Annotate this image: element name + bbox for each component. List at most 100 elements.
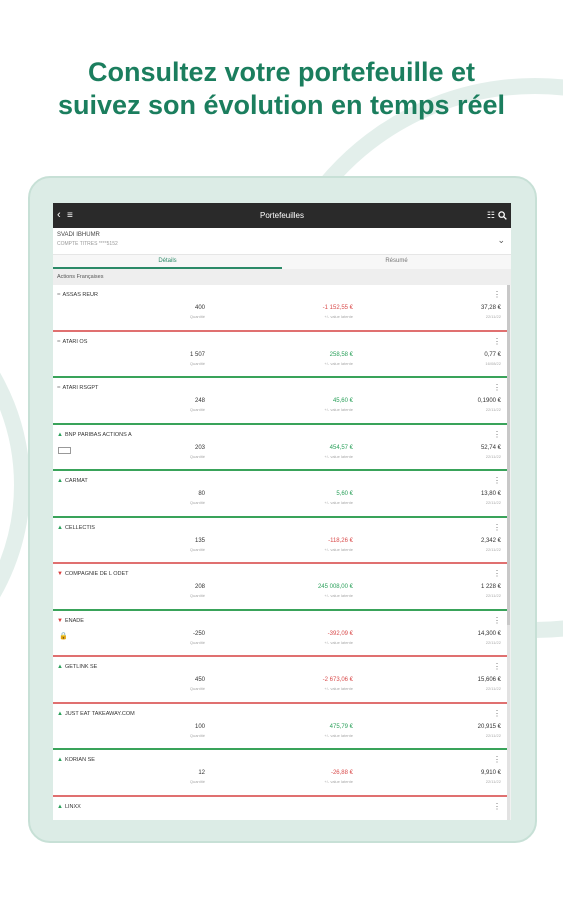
value-change-label: +/- value latente [324, 686, 353, 691]
trend-up-icon: ▲ [57, 478, 63, 484]
trend-up-icon: ▲ [57, 524, 63, 531]
top-app-bar: ‹ ≡ Portefeuilles ☷ [53, 203, 511, 228]
price-date: 22/11/22 [485, 732, 501, 738]
position-value-change: -392,09 € [327, 630, 353, 637]
position-price: 0,1900 € [477, 398, 501, 404]
value-change-label: +/- value latente [324, 546, 353, 552]
position-name-cell: ▲ CELLECTIS [57, 525, 95, 531]
quantity-label: Quantité [189, 453, 205, 459]
position-value-change: 475,79 € [329, 723, 353, 730]
position-name: JUST EAT TAKEAWAY.COM [64, 710, 135, 717]
position-row[interactable]: ▲ GETLINK SE ⋮ 450 Quantité -2 673,06 € +/- va… [53, 657, 507, 704]
tab-details[interactable]: Détails [53, 255, 282, 269]
more-options-icon[interactable]: ⋮ [493, 662, 501, 671]
position-name-cell: ▲ JUST EAT TAKEAWAY.COM [57, 711, 135, 717]
tab-summary[interactable]: Résumé [385, 258, 408, 264]
more-options-icon[interactable]: ⋮ [493, 708, 501, 718]
price-date: 22/11/22 [485, 779, 501, 784]
more-options-icon[interactable]: ⋮ [493, 429, 501, 439]
position-row[interactable]: ▼ COMPAGNIE DE L ODET ⋮ 208 Quantité 245 008,… [53, 564, 507, 611]
position-price: 20,915 € [477, 723, 501, 730]
position-row[interactable]: = ATARI OS ⋮ 1 507 Quantité 258,58 € +/- value… [53, 331, 507, 378]
value-change-label: +/- value latente [324, 639, 353, 645]
price-date: 22/11/22 [485, 500, 501, 505]
quantity-label: Quantité [189, 779, 205, 784]
more-options-icon[interactable]: ⋮ [493, 755, 501, 764]
position-name: GETLINK SE [64, 664, 98, 670]
position-quantity: 248 [194, 398, 205, 404]
more-options-icon[interactable]: ⋮ [493, 290, 501, 299]
trend-flat-icon: = [57, 385, 61, 391]
position-row[interactable]: ▼ ENADE ⋮ 🔒 -250 Quantité -392,09 € +/- value l… [53, 610, 507, 657]
more-options-icon[interactable]: ⋮ [493, 476, 501, 485]
position-value-change: -26,88 € [330, 770, 353, 776]
price-date: 22/11/22 [485, 453, 501, 459]
position-row[interactable]: = ASSAS REUR ⋮ 400 Quantité -1 152,55 € +/- va… [53, 285, 507, 332]
position-quantity: -250 [192, 630, 205, 637]
more-options-icon[interactable]: ⋮ [493, 383, 501, 392]
value-change-label: +/- value latente [324, 453, 353, 459]
trend-down-icon: ▼ [57, 571, 63, 577]
position-row[interactable]: ▲ KORIAN SE ⋮ 12 Quantité -26,88 € +/- value l… [53, 750, 507, 797]
position-row[interactable]: ▲LINXX⋮Quantité+/- value latente [53, 796, 507, 820]
account-selector[interactable]: SVADI IBHUMR COMPTE TITRES ****5152 ⌄ [53, 228, 511, 255]
more-options-icon[interactable]: ⋮ [493, 801, 501, 811]
value-change-label: +/- value latente [324, 779, 353, 784]
more-options-icon[interactable]: ⋮ [493, 615, 501, 625]
quantity-label: Quantité [189, 546, 205, 552]
position-name-cell: ▲ BNP PARIBAS ACTIONS A [57, 432, 132, 438]
value-change-label: +/- value latente [324, 407, 353, 412]
position-name-cell: ▲ KORIAN SE [57, 757, 95, 763]
app-screen: ‹ ≡ Portefeuilles ☷ SVADI IBHUMR COMPTE … [53, 203, 511, 820]
app-title: Portefeuilles [259, 211, 305, 220]
trend-up-icon: ▲ [57, 803, 63, 810]
tab-bar: Détails Résumé [53, 255, 511, 269]
more-options-icon[interactable]: ⋮ [493, 336, 501, 346]
headline: Consultez votre portefeuille et suivez s… [0, 56, 563, 122]
position-name-cell: ▼ ENADE [57, 618, 84, 624]
quantity-label: Quantité [189, 314, 205, 319]
quantity-label: Quantité [189, 360, 205, 366]
account-number: COMPTE TITRES ****5152 [57, 241, 118, 247]
position-price: 2,342 € [480, 537, 501, 544]
more-options-icon[interactable]: ⋮ [493, 569, 501, 578]
position-quantity: 135 [194, 537, 205, 544]
position-name: ASSAS REUR [62, 292, 98, 298]
position-row[interactable]: ▲ CARMAT ⋮ 80 Quantité 5,60 € +/- value latent… [53, 471, 507, 518]
position-price: 15,606 € [477, 677, 501, 683]
back-icon[interactable]: ‹ [57, 209, 61, 221]
search-icon[interactable] [498, 203, 507, 228]
value-change-label: +/- value latente [324, 500, 353, 505]
position-price: 37,28 € [480, 305, 501, 311]
trend-up-icon: ▲ [57, 431, 63, 438]
position-price: 14,300 € [477, 630, 501, 637]
scrollbar-thumb[interactable] [507, 285, 510, 625]
position-row[interactable]: = ATARI RSGPT ⋮ 248 Quantité 45,60 € +/- value… [53, 378, 507, 425]
price-date: 22/11/22 [485, 593, 501, 598]
value-change-label: +/- value latente [324, 732, 353, 738]
position-value-change: 245 008,00 € [317, 584, 353, 590]
position-price: 13,80 € [480, 491, 501, 497]
menu-icon[interactable]: ≡ [67, 210, 73, 221]
position-name: ATARI RSGPT [62, 385, 99, 391]
position-price: 0,77 € [484, 351, 501, 358]
headline-line-2: suivez son évolution en temps réel [57, 90, 506, 120]
position-value-change: 454,57 € [329, 444, 353, 451]
filter-icon[interactable]: ☷ [486, 210, 495, 220]
position-row[interactable]: ▲ BNP PARIBAS ACTIONS A ⋮ 203 Quantité 454,57… [53, 424, 507, 471]
position-name: LINXX [64, 803, 81, 810]
position-row[interactable]: ▲ JUST EAT TAKEAWAY.COM ⋮ 100 Quantité 475,79… [53, 703, 507, 750]
value-change-label: +/- value latente [324, 593, 353, 598]
headline-line-1: Consultez votre portefeuille et [87, 57, 476, 87]
trend-up-icon: ▲ [57, 710, 63, 717]
position-name: BNP PARIBAS ACTIONS A [64, 431, 132, 438]
position-row[interactable]: ▲ CELLECTIS ⋮ 135 Quantité -118,26 € +/- value… [53, 517, 507, 564]
more-options-icon[interactable]: ⋮ [493, 522, 501, 532]
position-name-cell: = ATARI RSGPT [57, 385, 98, 391]
price-date: 22/11/22 [485, 546, 501, 552]
trend-flat-icon: = [57, 338, 61, 345]
position-quantity: 100 [194, 723, 205, 730]
value-change-label: +/- value latente [324, 314, 353, 319]
quantity-label: Quantité [189, 639, 205, 645]
trend-down-icon: ▼ [57, 617, 63, 624]
